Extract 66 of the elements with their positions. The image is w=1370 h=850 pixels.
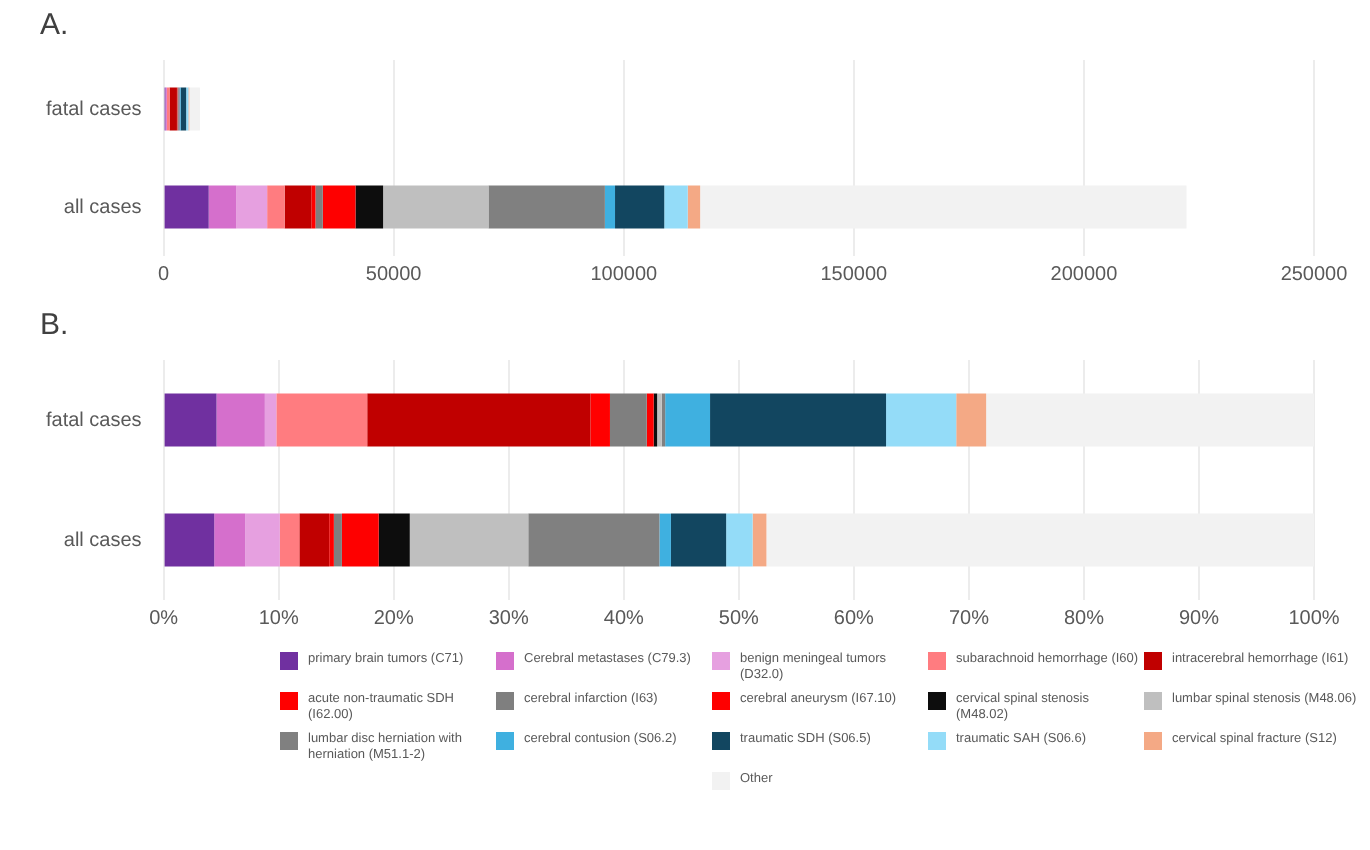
x-tick-label: 40%: [603, 607, 644, 630]
x-tick-label: 80%: [1063, 607, 1105, 630]
x-tick-label: 20%: [373, 607, 414, 630]
bar: [528, 513, 660, 567]
bar: [264, 393, 277, 447]
x-tick-label: 10%: [258, 607, 299, 630]
x-tick-label: 150000: [820, 263, 889, 286]
bar: [670, 513, 727, 567]
bar: [284, 185, 312, 229]
bar: [726, 513, 753, 567]
bar: [664, 185, 688, 229]
x-tick-label: 100000: [590, 263, 658, 286]
x-tick-label: 50%: [718, 607, 760, 630]
bar: [169, 87, 177, 131]
bar: [383, 185, 489, 229]
bar: [216, 393, 265, 447]
x-tick-label: 30%: [488, 607, 529, 630]
x-tick-label: 0%: [149, 607, 179, 630]
bar: [164, 513, 215, 567]
y-tick-label: all cases: [63, 196, 142, 219]
y-tick-label: all cases: [63, 529, 142, 552]
bar: [189, 87, 200, 131]
x-tick-label: 90%: [1178, 607, 1220, 630]
bar: [409, 513, 529, 567]
x-tick-label: 100%: [1288, 607, 1340, 630]
bar: [355, 185, 384, 229]
bar: [378, 513, 410, 567]
bar: [322, 185, 356, 229]
bar: [488, 185, 605, 229]
x-tick-label: 0: [158, 263, 171, 286]
x-tick-label: 250000: [1280, 263, 1349, 286]
bar: [687, 185, 701, 229]
bar: [646, 393, 654, 447]
x-tick-label: 60%: [833, 607, 875, 630]
bar: [590, 393, 610, 447]
bar: [886, 393, 957, 447]
x-tick-label: 200000: [1050, 263, 1119, 286]
bar: [236, 185, 268, 229]
bar: [279, 513, 300, 567]
bar: [276, 393, 368, 447]
bar: [180, 87, 187, 131]
bar: [208, 185, 237, 229]
bar: [609, 393, 647, 447]
x-tick-label: 70%: [948, 607, 990, 630]
bar: [710, 393, 887, 447]
bar: [164, 393, 217, 447]
bar: [659, 513, 671, 567]
bar: [665, 393, 711, 447]
x-tick-label: 50000: [365, 263, 423, 286]
bar: [333, 513, 342, 567]
bar: [299, 513, 330, 567]
bar: [341, 513, 379, 567]
bar: [604, 185, 616, 229]
bar: [245, 513, 280, 567]
y-tick-label: fatal cases: [45, 98, 142, 121]
bar: [164, 185, 209, 229]
chart-title: B.: [40, 308, 69, 343]
bar: [367, 393, 591, 447]
bar: [956, 393, 987, 447]
y-tick-label: fatal cases: [45, 409, 142, 432]
bar: [752, 513, 767, 567]
bar: [214, 513, 246, 567]
bar: [315, 185, 323, 229]
bar: [615, 185, 665, 229]
bar: [267, 185, 285, 229]
chart-title: A.: [40, 8, 69, 43]
